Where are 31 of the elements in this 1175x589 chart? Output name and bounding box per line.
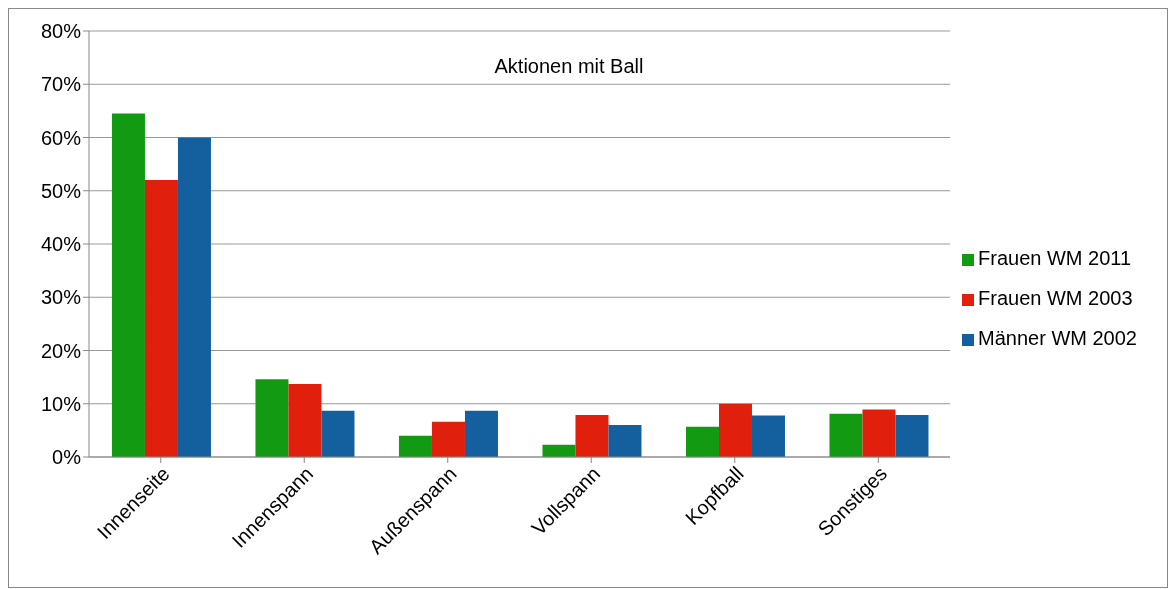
bar: [608, 425, 642, 457]
bar: [542, 444, 576, 457]
bar: [321, 410, 355, 457]
y-tick-label: 40%: [40, 233, 82, 256]
legend-label: Männer WM 2002: [978, 327, 1137, 349]
y-tick-label: 30%: [40, 286, 82, 309]
bar: [398, 435, 432, 457]
y-tick-label: 70%: [40, 73, 82, 96]
bar: [829, 413, 863, 457]
y-tick-label: 0%: [52, 446, 82, 469]
bar: [751, 415, 785, 457]
text: Aktionen mit Ball: [494, 55, 644, 77]
bar: [288, 384, 322, 457]
legend-label: Frauen WM 2003: [978, 287, 1133, 309]
bar: [718, 403, 752, 457]
bar: [111, 113, 145, 457]
bar: [862, 409, 896, 457]
bar: [255, 379, 289, 457]
bar: [895, 414, 929, 457]
y-tick-label: 10%: [40, 392, 82, 415]
y-tick-label: 60%: [40, 126, 82, 149]
y-tick-label: 50%: [40, 179, 82, 202]
bar: [575, 414, 609, 457]
legend-label: Frauen WM 2011: [978, 247, 1132, 269]
y-tick-label: 20%: [40, 339, 82, 362]
bar: [685, 426, 719, 457]
bar: [177, 137, 211, 457]
bar: [431, 421, 465, 457]
bar: [464, 410, 498, 457]
bar: [144, 180, 178, 457]
y-tick-label: 80%: [40, 20, 82, 43]
